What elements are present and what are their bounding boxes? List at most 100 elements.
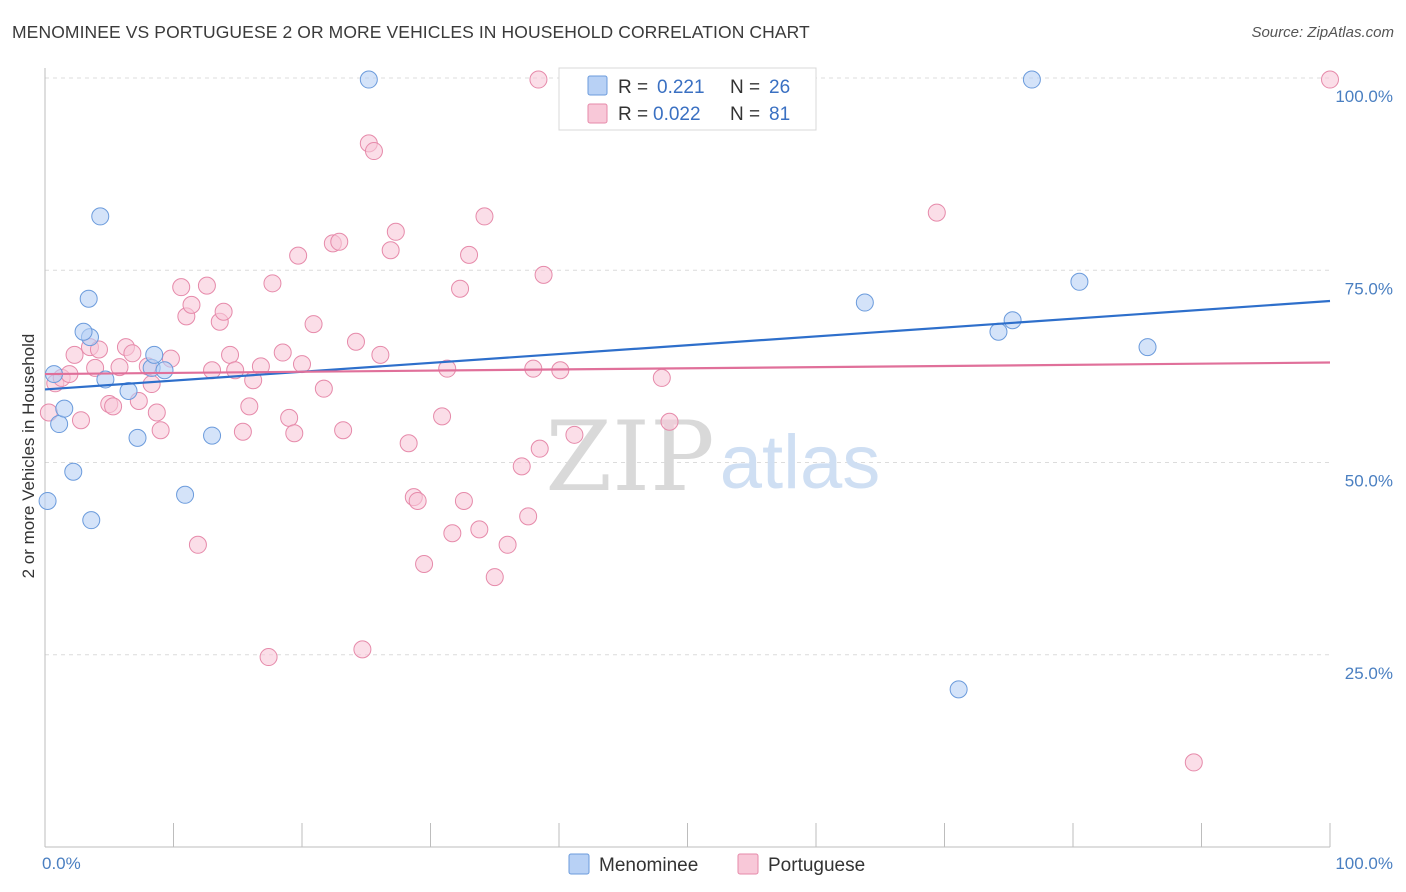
point-portuguese-40 bbox=[293, 355, 311, 374]
bottom-legend-swatch-portuguese bbox=[737, 853, 759, 875]
x-tick-label-1: 100.0% bbox=[1335, 854, 1393, 873]
x-tick-label-0: 0.0% bbox=[42, 854, 81, 873]
labels-layer: 100.0% 75.0% 50.0% 25.0% 0.0% 100.0% bbox=[42, 87, 1393, 873]
point-portuguese-36 bbox=[273, 343, 292, 362]
point-portuguese-5 bbox=[71, 411, 90, 430]
bottom-legend-label-menominee: Menominee bbox=[599, 855, 698, 876]
top-legend: R = 0.221 N = 26 R = 0.022 N = 81 bbox=[558, 67, 817, 131]
point-portuguese-23 bbox=[188, 535, 207, 554]
chart-title: MENOMINEE VS PORTUGUESE 2 OR MORE VEHICL… bbox=[12, 22, 810, 42]
point-portuguese-47 bbox=[353, 640, 372, 659]
point-portuguese-11 bbox=[110, 358, 129, 377]
trend-line-portuguese bbox=[44, 361, 1331, 376]
point-menominee-2 bbox=[50, 415, 69, 434]
legend-r-value-portuguese: 0.022 bbox=[653, 104, 701, 125]
point-portuguese-4 bbox=[65, 345, 84, 364]
point-portuguese-42 bbox=[314, 379, 333, 398]
y-tick-label-1: 75.0% bbox=[1345, 279, 1393, 298]
axis-layer bbox=[44, 68, 1331, 848]
point-portuguese-29 bbox=[226, 361, 245, 380]
point-portuguese-8 bbox=[89, 340, 108, 359]
point-menominee-16 bbox=[176, 485, 195, 504]
watermark-atlas: atlas bbox=[720, 420, 881, 505]
legend-r-label-menominee: R = bbox=[618, 77, 648, 98]
point-portuguese-64 bbox=[475, 207, 494, 226]
trend-line-menominee bbox=[44, 299, 1331, 391]
legend-swatch-menominee bbox=[587, 75, 608, 96]
point-menominee-14 bbox=[145, 345, 164, 364]
legend-r-value-menominee: 0.221 bbox=[657, 77, 705, 98]
point-portuguese-37 bbox=[280, 408, 299, 427]
point-portuguese-28 bbox=[221, 345, 240, 364]
point-menominee-19 bbox=[855, 293, 874, 312]
point-menominee-23 bbox=[1022, 70, 1041, 89]
point-portuguese-25 bbox=[203, 361, 222, 380]
point-menominee-10 bbox=[96, 370, 115, 389]
point-portuguese-51 bbox=[381, 241, 400, 260]
point-menominee-21 bbox=[989, 322, 1008, 341]
point-menominee-3 bbox=[55, 399, 74, 418]
point-portuguese-24 bbox=[197, 276, 216, 295]
point-menominee-4 bbox=[64, 462, 83, 481]
point-portuguese-77 bbox=[927, 203, 946, 222]
legend-n-value-portuguese: 81 bbox=[769, 104, 790, 125]
bottom-legend-swatch-menominee bbox=[568, 853, 590, 875]
point-portuguese-62 bbox=[460, 245, 479, 264]
point-menominee-20 bbox=[949, 680, 968, 699]
point-portuguese-56 bbox=[415, 555, 434, 574]
legend-n-label-portuguese: N = bbox=[730, 104, 760, 125]
point-portuguese-39 bbox=[289, 246, 308, 265]
legend-n-value-menominee: 26 bbox=[769, 77, 790, 98]
point-portuguese-20 bbox=[172, 278, 191, 297]
point-portuguese-44 bbox=[330, 232, 349, 251]
point-portuguese-27 bbox=[214, 302, 233, 321]
legend-n-label-menominee: N = bbox=[730, 77, 760, 98]
point-menominee-0 bbox=[38, 491, 57, 510]
point-portuguese-31 bbox=[240, 397, 259, 416]
point-portuguese-73 bbox=[565, 425, 584, 444]
point-portuguese-45 bbox=[334, 421, 353, 440]
point-portuguese-71 bbox=[534, 265, 553, 284]
point-portuguese-17 bbox=[147, 403, 166, 422]
point-portuguese-80 bbox=[529, 70, 548, 89]
point-menominee-9 bbox=[91, 207, 110, 226]
y-axis-title: 2 or more Vehicles in Household bbox=[19, 334, 38, 579]
point-menominee-22 bbox=[1003, 311, 1022, 330]
point-portuguese-38 bbox=[285, 424, 304, 443]
point-portuguese-68 bbox=[519, 507, 538, 526]
point-menominee-15 bbox=[155, 361, 174, 380]
point-portuguese-49 bbox=[364, 142, 383, 161]
point-portuguese-50 bbox=[371, 345, 390, 364]
point-portuguese-67 bbox=[512, 457, 531, 476]
point-portuguese-46 bbox=[346, 332, 365, 351]
source-credit: Source: ZipAtlas.com bbox=[1251, 24, 1394, 41]
watermark: ZIP atlas bbox=[545, 401, 880, 513]
point-portuguese-41 bbox=[304, 315, 323, 334]
watermark-zip: ZIP bbox=[545, 401, 714, 513]
legend-swatch-portuguese bbox=[587, 103, 608, 124]
point-portuguese-52 bbox=[386, 222, 405, 241]
point-portuguese-79 bbox=[1321, 70, 1339, 89]
point-menominee-11 bbox=[119, 381, 138, 400]
point-portuguese-57 bbox=[433, 407, 452, 426]
point-menominee-18 bbox=[359, 70, 378, 89]
trend-layer bbox=[44, 299, 1331, 391]
point-menominee-8 bbox=[82, 511, 101, 530]
point-portuguese-7 bbox=[86, 358, 105, 377]
point-portuguese-22 bbox=[182, 295, 201, 314]
point-portuguese-58 bbox=[438, 359, 457, 378]
point-menominee-17 bbox=[203, 426, 222, 445]
point-menominee-25 bbox=[1138, 338, 1157, 357]
legend-r-label-portuguese: R = bbox=[618, 104, 648, 125]
point-portuguese-35 bbox=[263, 274, 282, 293]
point-portuguese-76 bbox=[660, 412, 679, 431]
point-menominee-6 bbox=[74, 322, 93, 341]
point-portuguese-34 bbox=[259, 648, 278, 667]
point-portuguese-66 bbox=[498, 535, 517, 554]
point-portuguese-16 bbox=[142, 375, 161, 394]
points-layer bbox=[38, 70, 1339, 772]
point-menominee-24 bbox=[1070, 272, 1089, 291]
point-portuguese-10 bbox=[104, 397, 123, 416]
point-portuguese-60 bbox=[451, 279, 470, 298]
